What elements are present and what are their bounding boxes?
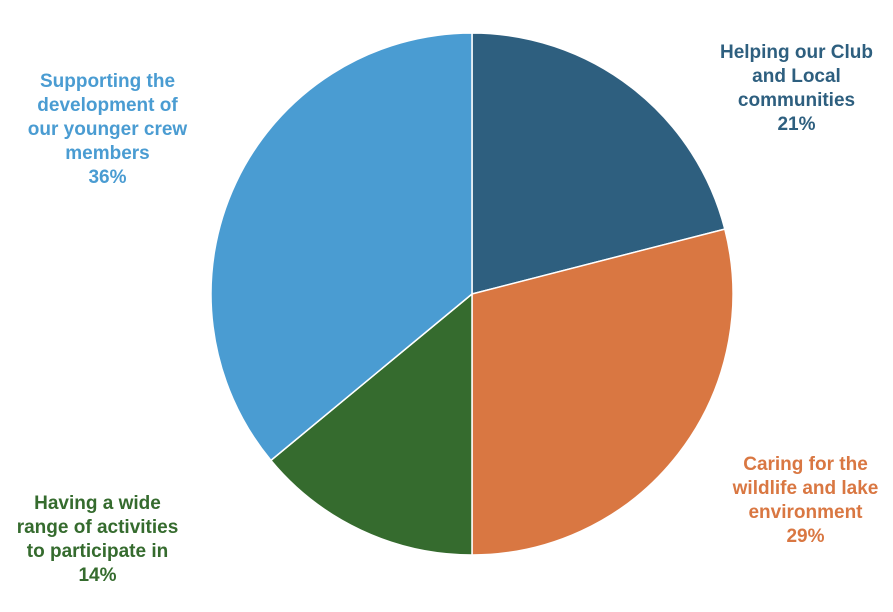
slice-value-label: 14% <box>78 565 117 586</box>
slice-label-text: Having a wide range of activities to par… <box>16 493 179 562</box>
slice-label-activities: Having a wide range of activities to par… <box>0 468 195 612</box>
pie-slice-younger-crew <box>210 32 473 462</box>
pie-slices <box>210 32 734 556</box>
slice-label-wildlife-lake: Caring for the wildlife and lake environ… <box>718 429 893 573</box>
pie-slice-club-communities <box>471 32 726 295</box>
slice-value-label: 36% <box>88 167 127 188</box>
slice-value-label: 21% <box>777 114 816 135</box>
slice-label-club-communities: Helping our Club and Local communities 2… <box>700 17 893 161</box>
pie-chart <box>210 32 734 556</box>
pie-slice-wildlife-lake <box>471 228 734 556</box>
pie-slice-activities <box>270 293 473 556</box>
slice-label-text: Helping our Club and Local communities <box>719 42 874 111</box>
slice-label-text: Supporting the development of our younge… <box>27 71 188 164</box>
slice-label-younger-crew: Supporting the development of our younge… <box>10 46 205 214</box>
slice-value-label: 29% <box>786 526 825 547</box>
slice-label-text: Caring for the wildlife and lake environ… <box>732 454 879 523</box>
